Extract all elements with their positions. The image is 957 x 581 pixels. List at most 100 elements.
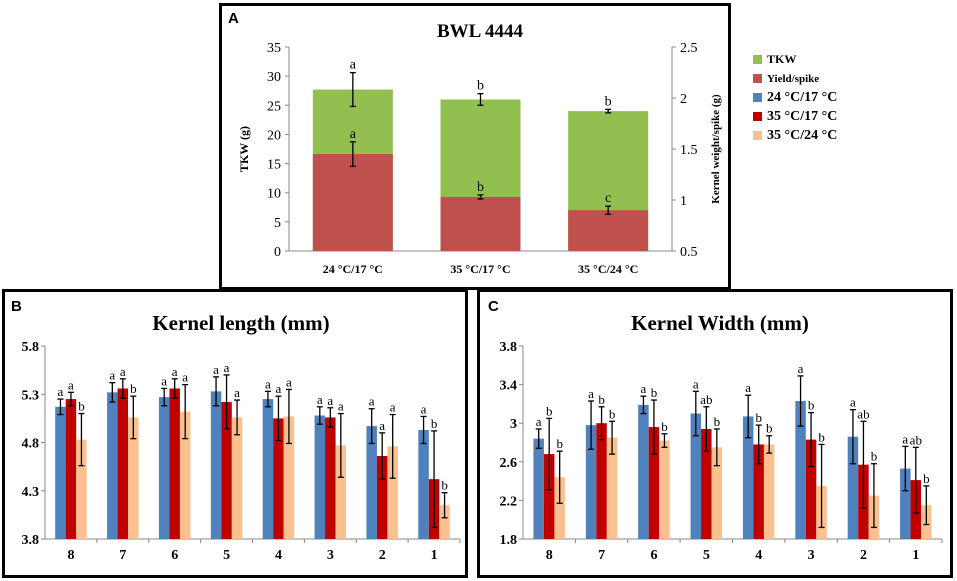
chart-a-y-tick-label: 30 bbox=[267, 70, 281, 85]
legend-label-35-17: 35 °C/17 °C bbox=[767, 108, 838, 124]
chart-b-bar-s2 bbox=[231, 417, 243, 539]
chart-b-category-label: 7 bbox=[119, 548, 126, 563]
chart-c-letter-s2: b bbox=[766, 421, 773, 436]
chart-a-category-label: 35 °C/17 °C bbox=[450, 262, 510, 276]
chart-c-letter-s0: a bbox=[588, 386, 594, 401]
chart-b-bar-s1 bbox=[273, 418, 284, 539]
chart-c-y-tick-label: 3.4 bbox=[500, 379, 518, 394]
legend-swatch-24-17 bbox=[753, 93, 762, 102]
chart-b-y-tick-label: 4.3 bbox=[22, 485, 40, 500]
chart-c-letter-s1: ab bbox=[857, 406, 869, 421]
chart-b-letter-s1: a bbox=[327, 393, 333, 408]
chart-c-letter-s0: a bbox=[902, 431, 908, 446]
chart-b-letter-s1: a bbox=[68, 377, 74, 392]
chart-c-letter-s0: a bbox=[745, 380, 751, 395]
chart-a-y-tick-label: 20 bbox=[267, 128, 281, 143]
chart-b-bar-s1 bbox=[376, 456, 388, 539]
chart-c-bar-s2 bbox=[554, 477, 565, 539]
legend-item-35-24: 35 °C/24 °C bbox=[753, 126, 953, 145]
chart-c-bar-s0 bbox=[742, 416, 754, 539]
chart-b-letter-s2: b bbox=[78, 399, 85, 414]
chart-a-title: BWL 4444 bbox=[437, 21, 524, 42]
chart-a-y2-tick-label: 2 bbox=[680, 92, 687, 107]
chart-a-y2-tick-label: 2.5 bbox=[680, 41, 698, 56]
chart-c-bar-s0 bbox=[847, 436, 859, 539]
chart-b-category-label: 8 bbox=[67, 548, 74, 563]
chart-a-letter-yield: c bbox=[605, 191, 611, 206]
chart-a-y-tick-label: 15 bbox=[267, 158, 281, 173]
chart-c-bar-s2 bbox=[711, 447, 723, 539]
chart-c-bar-s1 bbox=[805, 439, 817, 539]
chart-b-bar-s0 bbox=[55, 406, 66, 539]
chart-a-y-tick-label: 25 bbox=[267, 99, 281, 114]
legend-item-35-17: 35 °C/17 °C bbox=[753, 107, 953, 126]
chart-c-letter-s1: b bbox=[651, 385, 658, 400]
chart-c-letter-s1: b bbox=[546, 403, 553, 418]
chart-a-svg: BWL 4444 0 5 10 15 20 25 30 35 0.5 1 1.5 2 2.5 TKW (g)… bbox=[237, 21, 722, 276]
chart-b-letter-s2: a bbox=[286, 374, 292, 389]
chart-c-bar-s0 bbox=[690, 413, 702, 539]
chart-b-bar-s2 bbox=[439, 505, 450, 539]
legend: TKW Yield/spike 24 °C/17 °C 35 °C/17 °C … bbox=[753, 50, 953, 145]
chart-a-y2-tick-label: 1 bbox=[680, 194, 687, 209]
chart-c-bar-s1 bbox=[648, 427, 660, 539]
chart-c-category-label: 7 bbox=[598, 548, 605, 563]
chart-b-category-label: 2 bbox=[379, 548, 386, 563]
chart-b-y-tick-label: 4.8 bbox=[22, 437, 40, 452]
chart-c-letter-s1: b bbox=[808, 398, 815, 413]
chart-b-bar-s2 bbox=[128, 417, 139, 539]
chart-c-y-tick-label: 2.6 bbox=[500, 456, 518, 471]
chart-c-letter-s0: a bbox=[536, 414, 542, 429]
chart-a-bar-yield bbox=[568, 210, 649, 251]
chart-b-bar-s1 bbox=[65, 399, 77, 539]
chart-b-letter-s1: a bbox=[379, 418, 385, 433]
chart-a-y-tick-label: 5 bbox=[274, 216, 281, 231]
chart-c-letter-s2: b bbox=[818, 429, 825, 444]
chart-c-letter-s2: b bbox=[871, 449, 878, 464]
legend-swatch-tkw bbox=[753, 55, 762, 64]
chart-b-bar-s2 bbox=[179, 411, 191, 539]
chart-c-y-tick-label: 2.2 bbox=[500, 494, 518, 509]
chart-a-letter-tkw: b bbox=[605, 94, 612, 109]
chart-a-y2-tick-label: 0.5 bbox=[680, 245, 698, 260]
legend-label-24-17: 24 °C/17 °C bbox=[767, 89, 838, 105]
chart-c-letter-s1: ab bbox=[700, 392, 712, 407]
chart-b-letter-s0: a bbox=[421, 401, 427, 416]
chart-b-bar-s2 bbox=[76, 439, 87, 539]
chart-a-category-label: 24 °C/17 °C bbox=[323, 262, 383, 276]
chart-c-category-label: 4 bbox=[755, 548, 762, 563]
chart-c-letter-s0: a bbox=[693, 376, 699, 391]
chart-c-bar-s0 bbox=[638, 404, 649, 539]
chart-b-bar-s2 bbox=[387, 446, 398, 539]
chart-c-category-label: 5 bbox=[703, 548, 710, 563]
chart-c-letter-s0: a bbox=[641, 381, 647, 396]
chart-c-title: Kernel Width (mm) bbox=[631, 311, 809, 335]
legend-swatch-35-17 bbox=[753, 112, 762, 121]
chart-b-letter-s0: a bbox=[317, 392, 323, 407]
chart-a-letter-tkw: a bbox=[350, 58, 357, 73]
chart-a-bar-yield bbox=[312, 154, 393, 251]
chart-b-y-tick-label: 5.3 bbox=[22, 388, 40, 403]
chart-b-bar-s0 bbox=[262, 399, 274, 539]
chart-b-letter-s1: a bbox=[172, 364, 178, 379]
chart-c-bar-s1 bbox=[701, 428, 712, 539]
panel-letter-c: C bbox=[488, 298, 499, 315]
chart-c-y-tick-label: 3 bbox=[510, 417, 517, 432]
legend-item-tkw: TKW bbox=[753, 50, 953, 69]
chart-c-bar-s0 bbox=[533, 438, 544, 539]
panel-c: C Kernel Width (mm) 1.8 2.2 2.6 3 3.4 3.8 a b b 8 a… bbox=[477, 289, 953, 578]
legend-label-yield: Yield/spike bbox=[767, 72, 820, 85]
chart-c-bar-s1 bbox=[543, 454, 555, 539]
chart-b-bar-s1 bbox=[117, 388, 129, 539]
chart-c-letter-s2: b bbox=[556, 436, 563, 451]
legend-swatch-35-24 bbox=[753, 131, 762, 140]
chart-b-letter-s1: a bbox=[120, 364, 126, 379]
chart-b-y-tick-label: 5.8 bbox=[22, 340, 40, 355]
chart-b-letter-s2: b bbox=[130, 381, 137, 396]
chart-b-bar-s0 bbox=[210, 391, 222, 539]
chart-c-bar-s1 bbox=[596, 423, 607, 539]
chart-c-bar-s0 bbox=[795, 401, 806, 539]
chart-c-letter-s1: b bbox=[598, 392, 605, 407]
